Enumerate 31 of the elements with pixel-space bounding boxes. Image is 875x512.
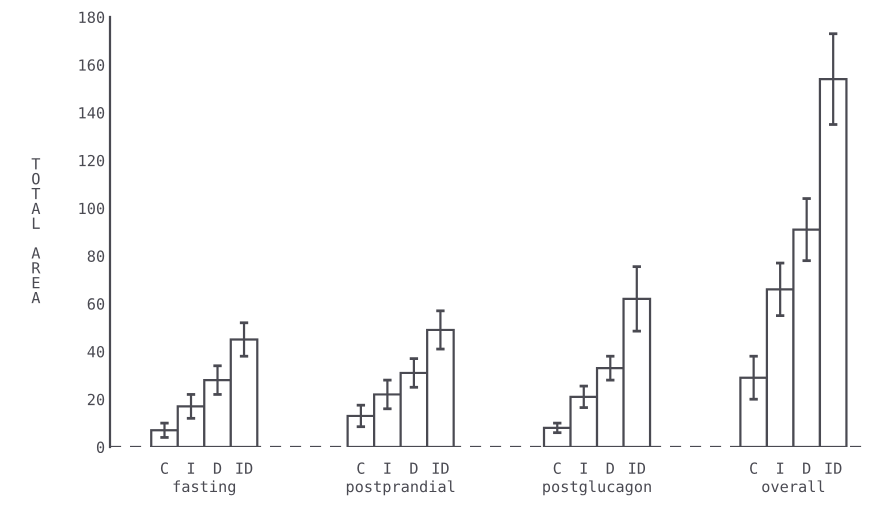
text: I <box>384 462 390 474</box>
text: D <box>606 462 614 474</box>
series-label: D <box>214 462 222 474</box>
x-tick-label: postglucagon <box>543 480 651 496</box>
y-tick-label: 20 <box>88 394 104 406</box>
y-tick-label: 180 <box>79 12 104 24</box>
y-tick-label: 60 <box>88 298 104 310</box>
text: ID <box>825 462 842 474</box>
text: I <box>777 462 784 474</box>
y-tick-label: 140 <box>79 107 104 119</box>
x-tick-label: postprandial <box>346 480 454 496</box>
text: D <box>410 462 418 474</box>
text: ID <box>432 462 449 474</box>
x-tick-label: fasting <box>174 480 236 496</box>
text: I <box>580 462 587 474</box>
series-label: I <box>188 462 194 474</box>
text: C <box>357 462 364 474</box>
y-tick-label: 80 <box>88 250 104 262</box>
series-label: C <box>160 462 168 474</box>
y-tick-label: 120 <box>79 154 104 166</box>
text: C <box>554 462 561 474</box>
text: ID <box>629 462 646 474</box>
text: TOTAL AREA <box>32 158 40 304</box>
y-tick-label: 40 <box>88 346 104 358</box>
text: D <box>803 462 810 474</box>
series-label: ID <box>236 462 252 474</box>
y-tick-label: 160 <box>79 59 104 71</box>
x-tick-label: overall <box>762 480 824 492</box>
y-tick-label: 0 <box>96 442 104 454</box>
text: C <box>750 462 758 474</box>
y-tick-label: 100 <box>79 202 104 214</box>
